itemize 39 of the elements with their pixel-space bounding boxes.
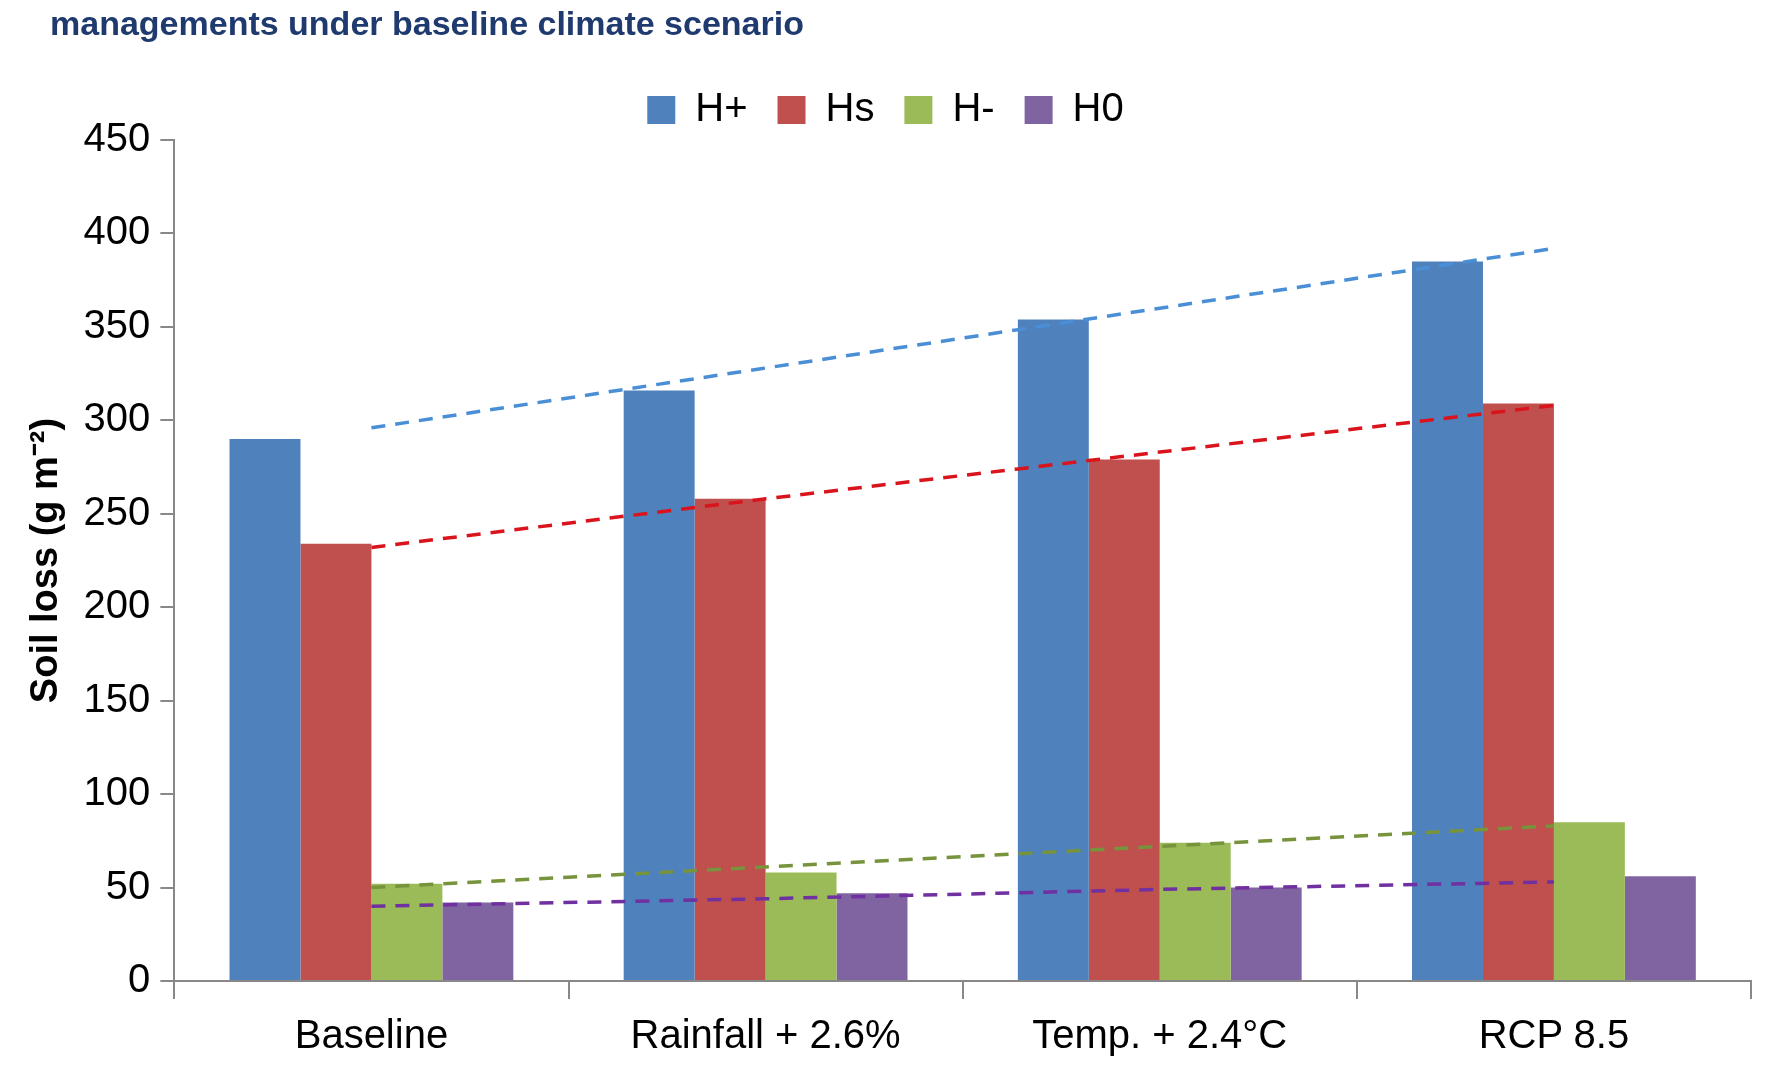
bar [694, 498, 766, 980]
bar [229, 439, 301, 980]
y-axis-title: Soil loss (g m⁻²) [23, 417, 66, 704]
line-series [369, 880, 1556, 908]
bar [300, 543, 372, 980]
bar [1553, 822, 1625, 980]
x-tick-label: Rainfall + 2.6% [630, 1012, 901, 1057]
y-tick-label: 0 [128, 956, 151, 1001]
bar [1482, 403, 1554, 980]
bar [442, 902, 514, 980]
x-tick-label: RCP 8.5 [1478, 1012, 1630, 1057]
y-tick-label: 450 [83, 115, 151, 160]
line-series [369, 824, 1556, 890]
y-tick-label: 250 [83, 488, 151, 533]
y-tick-label: 200 [83, 582, 151, 627]
y-tick-label: 100 [83, 769, 151, 814]
bar [371, 883, 443, 980]
bar [1230, 887, 1302, 980]
legend-label: Hs [825, 85, 875, 130]
legend-label: H0 [1072, 85, 1124, 130]
y-tick-label: 300 [83, 395, 151, 440]
bar [623, 390, 695, 980]
legend-label: H- [952, 85, 995, 130]
chart-title: managements under baseline climate scenario [50, 4, 804, 43]
bar [1159, 842, 1231, 980]
y-tick-label: 350 [83, 301, 151, 346]
bar [1412, 261, 1483, 980]
bar [836, 893, 908, 980]
bar [1088, 459, 1160, 980]
y-tick-label: 50 [105, 862, 151, 907]
bar [765, 872, 837, 980]
x-tick-label: Temp. + 2.4°C [1032, 1012, 1288, 1057]
bar [1017, 319, 1089, 980]
legend-label: H+ [695, 85, 748, 130]
x-tick-label: Baseline [294, 1012, 449, 1057]
line-series [369, 403, 1556, 550]
y-tick-label: 400 [83, 208, 151, 253]
bar [1624, 876, 1696, 980]
y-tick-label: 150 [83, 675, 151, 720]
